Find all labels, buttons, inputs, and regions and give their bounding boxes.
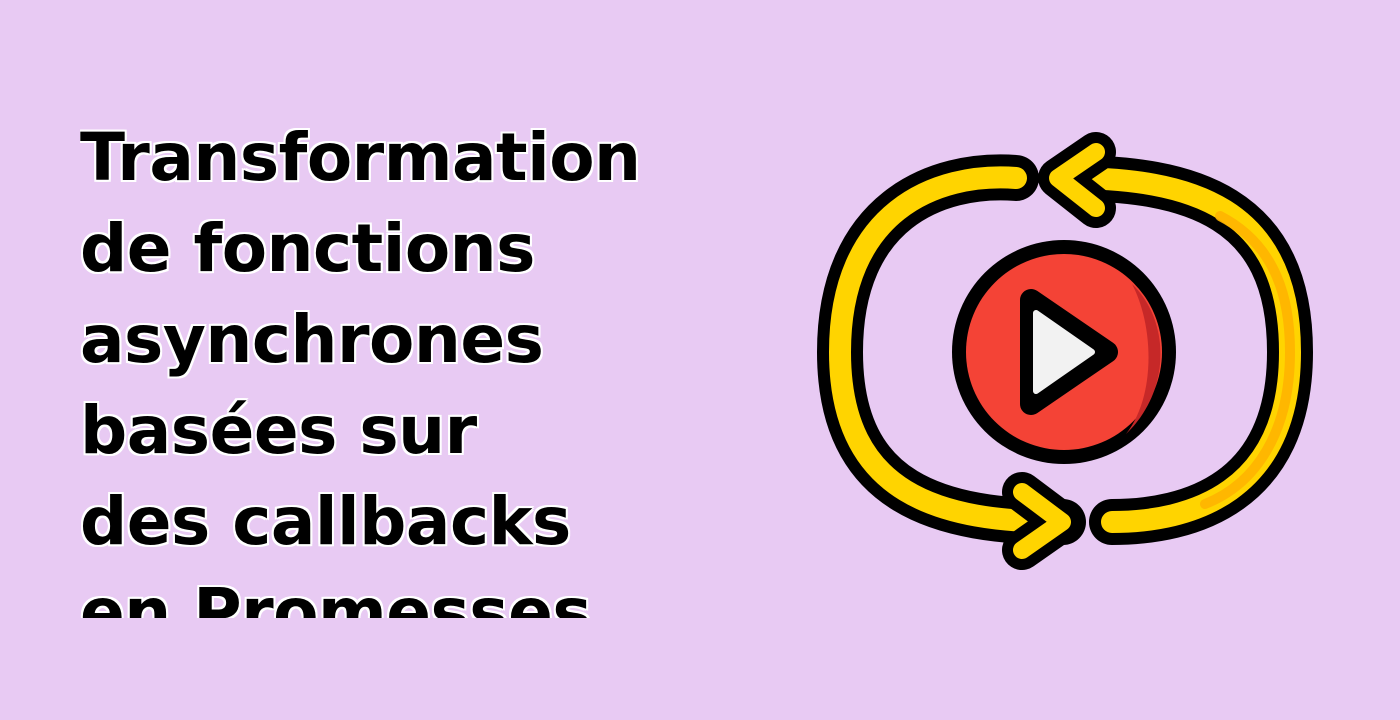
- title-line-4: basées sur: [80, 392, 477, 469]
- left-arrow-fill: [829, 166, 1074, 533]
- right-arrow-shadow: [1200, 211, 1295, 509]
- title-line-2: de fonctions: [80, 210, 535, 287]
- title-line-1: Transformation: [80, 119, 641, 196]
- sync-play-icon: [817, 132, 1313, 570]
- play-button-icon: [952, 240, 1176, 464]
- bottom-arrowhead-fill: [1013, 483, 1071, 559]
- title-line-5: des callbacks: [80, 483, 571, 560]
- title-block: Transformation de fonctions asynchrones …: [80, 112, 700, 618]
- top-arrowhead-fill: [1049, 143, 1105, 217]
- sync-play-illustration: [800, 130, 1330, 570]
- title-line-6: en Promesses: [80, 574, 592, 618]
- title-line-3: asynchrones: [80, 301, 544, 378]
- page-title: Transformation de fonctions asynchrones …: [80, 112, 700, 618]
